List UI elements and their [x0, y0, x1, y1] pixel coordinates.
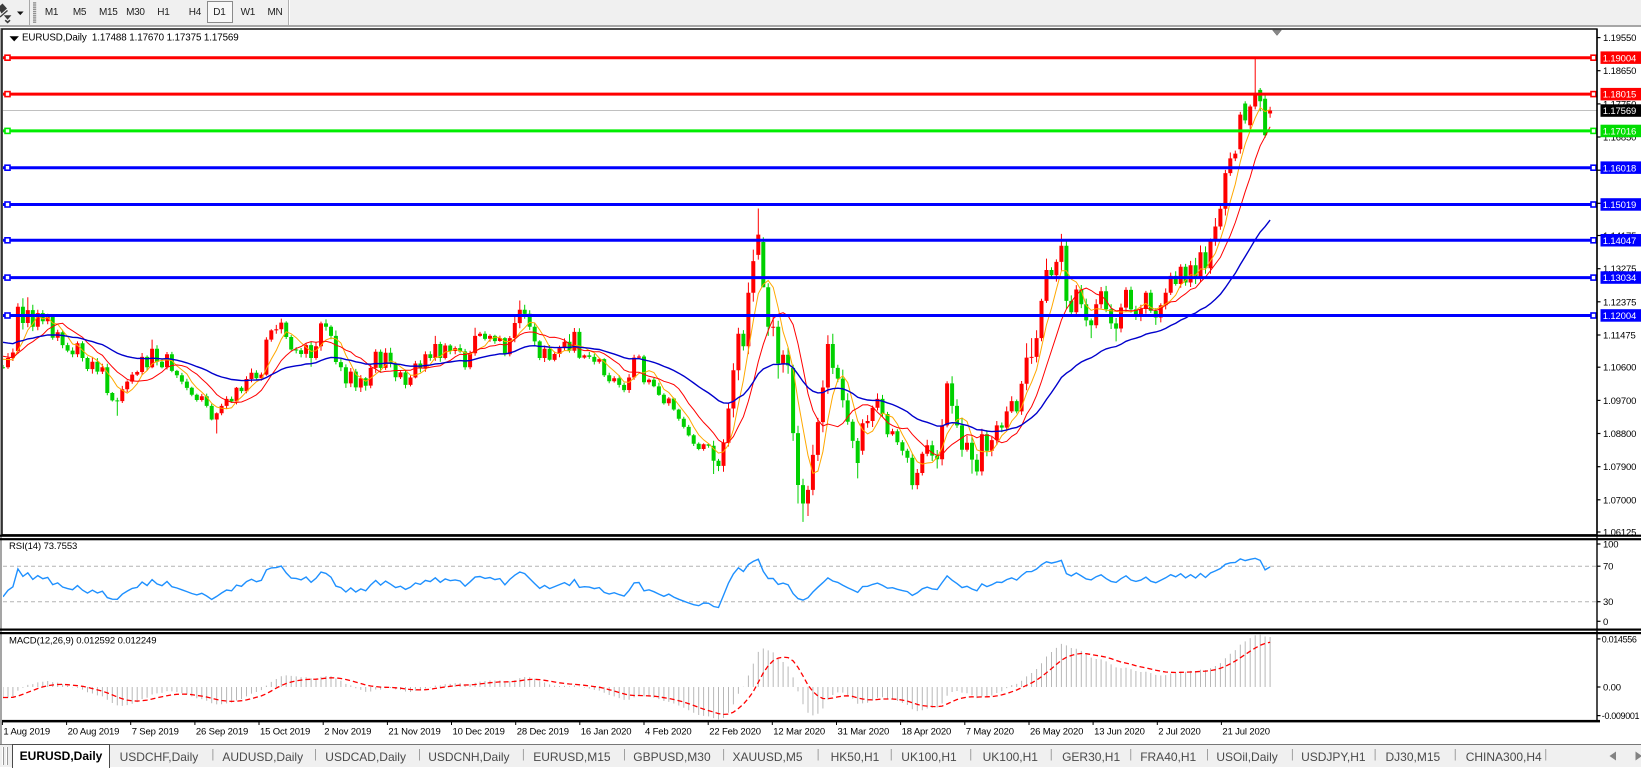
svg-text:1.07900: 1.07900: [1603, 462, 1636, 473]
svg-text:18 Apr 2020: 18 Apr 2020: [902, 727, 952, 738]
svg-text:4 Feb 2020: 4 Feb 2020: [645, 727, 692, 738]
svg-text:21 Nov 2019: 21 Nov 2019: [388, 727, 440, 738]
svg-text:0: 0: [1603, 617, 1608, 628]
svg-text:1.15019: 1.15019: [1603, 200, 1636, 211]
svg-text:22 Feb 2020: 22 Feb 2020: [709, 727, 761, 738]
svg-text:1.08800: 1.08800: [1603, 429, 1636, 440]
svg-text:1.12004: 1.12004: [1603, 311, 1636, 322]
svg-text:-0.009001: -0.009001: [1602, 711, 1640, 721]
svg-text:1.10600: 1.10600: [1603, 363, 1636, 374]
svg-text:1.06125: 1.06125: [1603, 528, 1636, 539]
svg-text:1.14047: 1.14047: [1603, 236, 1636, 247]
svg-text:1 Aug 2019: 1 Aug 2019: [3, 727, 50, 738]
svg-text:70: 70: [1603, 562, 1613, 573]
svg-text:1.13034: 1.13034: [1603, 273, 1636, 284]
svg-text:0.014556: 0.014556: [1602, 634, 1637, 644]
svg-text:1.19550: 1.19550: [1603, 33, 1636, 44]
svg-text:7 Sep 2019: 7 Sep 2019: [132, 727, 179, 738]
svg-text:1.12375: 1.12375: [1603, 297, 1636, 308]
svg-text:0.00: 0.00: [1603, 683, 1621, 694]
svg-text:12 Mar 2020: 12 Mar 2020: [773, 727, 825, 738]
svg-text:1.11475: 1.11475: [1603, 331, 1636, 342]
svg-text:1.18015: 1.18015: [1603, 90, 1636, 101]
svg-text:2 Jul 2020: 2 Jul 2020: [1158, 727, 1200, 738]
svg-text:16 Jan 2020: 16 Jan 2020: [581, 727, 632, 738]
svg-text:EURUSD,Daily 1.17488 1.17670: EURUSD,Daily 1.17488 1.17670 1.17375 1.1…: [22, 33, 239, 44]
svg-text:1.19004: 1.19004: [1603, 53, 1636, 64]
svg-text:28 Dec 2019: 28 Dec 2019: [517, 727, 569, 738]
svg-text:21 Jul 2020: 21 Jul 2020: [1222, 727, 1269, 738]
svg-text:20 Aug 2019: 20 Aug 2019: [68, 727, 120, 738]
svg-text:1.16018: 1.16018: [1603, 163, 1636, 174]
svg-text:RSI(14) 73.7553: RSI(14) 73.7553: [9, 541, 77, 552]
svg-text:15 Oct 2019: 15 Oct 2019: [260, 727, 310, 738]
svg-text:MACD(12,26,9) 0.012592 0.01224: MACD(12,26,9) 0.012592 0.012249: [9, 636, 156, 647]
svg-text:1.17569: 1.17569: [1603, 106, 1636, 117]
svg-text:1.07000: 1.07000: [1603, 495, 1636, 506]
svg-text:2 Nov 2019: 2 Nov 2019: [324, 727, 371, 738]
svg-text:10 Dec 2019: 10 Dec 2019: [453, 727, 505, 738]
svg-text:26 Sep 2019: 26 Sep 2019: [196, 727, 248, 738]
svg-text:31 Mar 2020: 31 Mar 2020: [838, 727, 890, 738]
svg-text:1.09700: 1.09700: [1603, 396, 1636, 407]
svg-text:1.18650: 1.18650: [1603, 66, 1636, 77]
svg-text:100: 100: [1603, 540, 1618, 551]
svg-text:7 May 2020: 7 May 2020: [966, 727, 1014, 738]
svg-text:13 Jun 2020: 13 Jun 2020: [1094, 727, 1145, 738]
svg-text:26 May 2020: 26 May 2020: [1030, 727, 1083, 738]
svg-text:1.17016: 1.17016: [1603, 127, 1636, 138]
svg-text:30: 30: [1603, 597, 1613, 608]
